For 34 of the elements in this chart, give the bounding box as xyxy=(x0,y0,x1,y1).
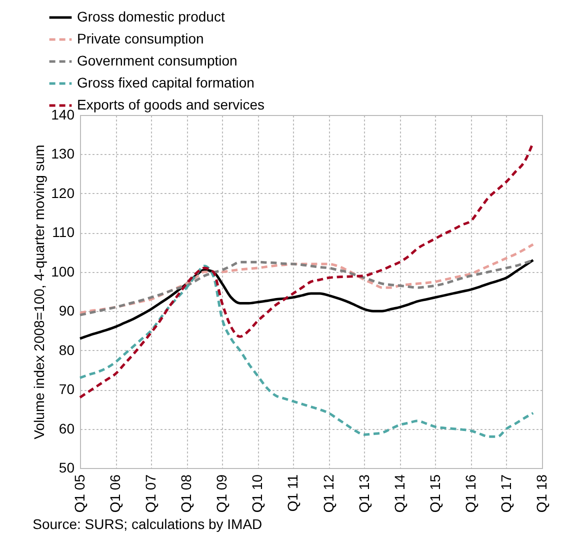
x-tick-label: Q1 09 xyxy=(214,474,230,513)
y-tick-label: 130 xyxy=(51,146,75,162)
source-note: Source: SURS; calculations by IMAD xyxy=(32,516,262,532)
y-tick-label: 100 xyxy=(51,263,75,280)
legend-label: Government consumption xyxy=(77,52,238,68)
legend-label: Gross fixed capital formation xyxy=(77,74,254,90)
y-tick-label: 50 xyxy=(58,460,75,476)
x-tick-label: Q1 11 xyxy=(284,474,301,512)
x-tick-label: Q1 17 xyxy=(498,474,514,513)
y-tick-label: 110 xyxy=(52,224,75,240)
x-tick-label: Q1 08 xyxy=(178,474,194,513)
x-tick-label: Q1 16 xyxy=(462,474,478,513)
x-tick-label: Q1 18 xyxy=(534,474,550,513)
y-tick-label: 60 xyxy=(58,420,75,436)
line-series xyxy=(78,258,534,340)
x-tick-label: Q1 05 xyxy=(72,474,88,513)
y-tick-label: 140 xyxy=(51,106,75,122)
x-tick-label: Q1 13 xyxy=(356,474,372,513)
x-tick-label: Q1 06 xyxy=(107,474,124,513)
y-axis-title: Volume index 2008=100, 4-quarter moving sum xyxy=(31,144,48,440)
legend-label: Exports of goods and services xyxy=(77,96,265,112)
x-tick-label: Q1 15 xyxy=(426,474,443,513)
line-series xyxy=(78,264,534,438)
y-tick-label: 80 xyxy=(58,342,75,358)
legend-label: Private consumption xyxy=(77,30,204,46)
y-tick-label: 90 xyxy=(58,302,75,319)
y-tick-label: 120 xyxy=(51,184,75,201)
x-tick-label: Q1 12 xyxy=(320,474,336,513)
x-tick-label: Q1 10 xyxy=(249,474,266,513)
line-series xyxy=(78,243,534,314)
legend-label: Gross domestic product xyxy=(77,8,225,24)
x-tick-label: Q1 07 xyxy=(142,474,159,513)
x-tick-label: Q1 14 xyxy=(391,474,408,513)
y-tick-label: 70 xyxy=(58,381,75,398)
